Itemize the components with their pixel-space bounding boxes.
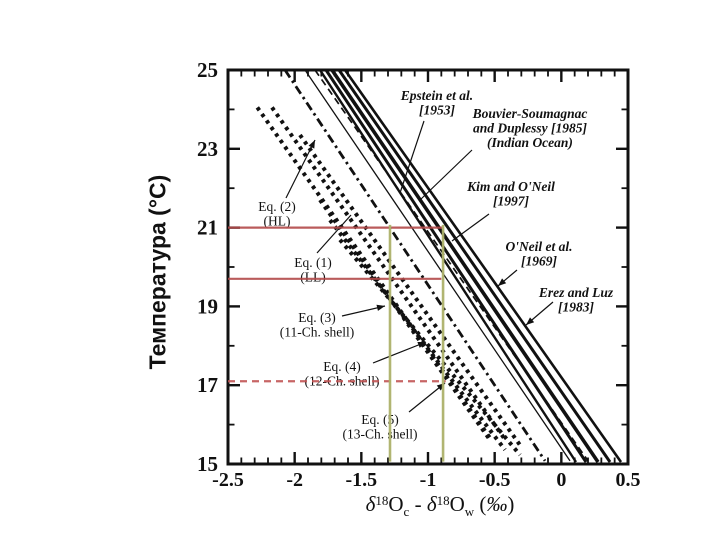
x-tick-label: -1.5 [345,469,377,491]
annotation-erez-line2: [1983] [558,300,594,315]
calibration-line-bundle-5 [343,70,623,463]
x-tick-label: -0.5 [479,469,511,491]
annotation-eq5-line1: Eq. (5) [361,412,399,427]
calibration-line-bundle-1 [318,70,578,463]
calibration-line-dash-dot [283,70,547,462]
x-axis-title-part: O [449,492,465,516]
annotation-eq3-line2: (11-Ch. shell) [280,325,355,340]
x-axis-title-part: ‰ [486,492,508,516]
x-axis-title-part: w [464,504,475,519]
annotation-eq3-line1: Eq. (3) [298,310,336,325]
y-tick-label: 23 [197,137,218,161]
annotation-arrowhead-eq4 [417,341,426,348]
annotation-oneil-line2: [1969] [521,254,557,269]
x-axis-title-part: 18 [375,493,389,508]
annotation-leader-eq4 [372,341,427,364]
annotation-kim-line1: Kim and O'Neil [466,179,555,194]
x-tick-label: 0 [556,469,566,491]
annotation-leader-kim [451,213,490,242]
x-tick-label: -2 [286,469,303,491]
x-tick-label: -1 [420,469,437,491]
annotation-arrowhead-eq2 [308,140,315,149]
y-tick-label: 17 [197,373,218,397]
x-axis-title-part: O [388,492,404,516]
annotation-arrowhead-erez [526,317,535,325]
annotation-eq1-line1: Eq. (1) [294,255,332,270]
annotation-oneil-line1: O'Neil et al. [505,239,572,254]
x-axis-title-part: c [403,504,410,519]
calibration-line-bundle-2 [324,70,588,463]
calibration-line-thin-solid [304,70,571,462]
x-axis-title: δ18Oc - δ18Ow (‰) [330,492,550,520]
y-tick-label: 21 [197,216,218,240]
annotation-epstein-line2: [1953] [419,103,455,118]
annotation-leader-eq1 [316,214,352,254]
annotation-bouvier-line3: (Indian Ocean) [487,135,573,150]
annotation-eq1-line2: (LL) [300,270,325,285]
annotation-eq2-line1: Eq. (2) [258,199,296,214]
annotation-eq2-line2: (HL) [264,214,291,229]
annotation-eq5-line2: (13-Ch. shell) [343,427,418,442]
annotation-leader-epstein [399,120,425,194]
calibration-line-bundle-3 [330,70,600,464]
annotation-leader-bouvier [419,149,473,201]
x-axis-title-part: 18 [436,493,450,508]
annotation-arrowhead-eq3 [376,304,385,311]
x-tick-label: 0.5 [616,469,641,491]
x-axis-title-part: δ [426,492,437,516]
annotation-arrowhead-oneil [498,278,507,286]
y-tick-label: 19 [197,294,218,318]
x-axis-title-part: ) [507,492,515,516]
annotation-eq4-line1: Eq. (4) [323,359,361,374]
annotation-epstein-line1: Epstein et al. [400,88,473,103]
annotation-kim-line2: [1997] [493,194,529,209]
x-axis-title-part: δ [365,492,376,516]
annotation-bouvier-line1: Bouvier-Soumagnac [472,106,588,121]
calibration-line-bundle-4 [337,70,612,463]
x-axis-title-part: ( [474,492,487,516]
y-tick-label: 25 [197,58,218,82]
x-axis-title-part: - [409,492,427,516]
calibration-line-eq2-hl-b [270,106,507,442]
x-tick-label: -2.5 [212,469,244,491]
y-tick-label: 15 [197,452,218,476]
calibration-line-eq3-11ch [318,198,492,442]
annotation-bouvier-line2: and Duplessy [1985] [473,121,588,136]
annotation-leader-eq2 [285,139,316,199]
annotation-erez-line1: Erez and Luz [538,285,614,300]
calibration-line-eq5-13ch [338,238,522,457]
